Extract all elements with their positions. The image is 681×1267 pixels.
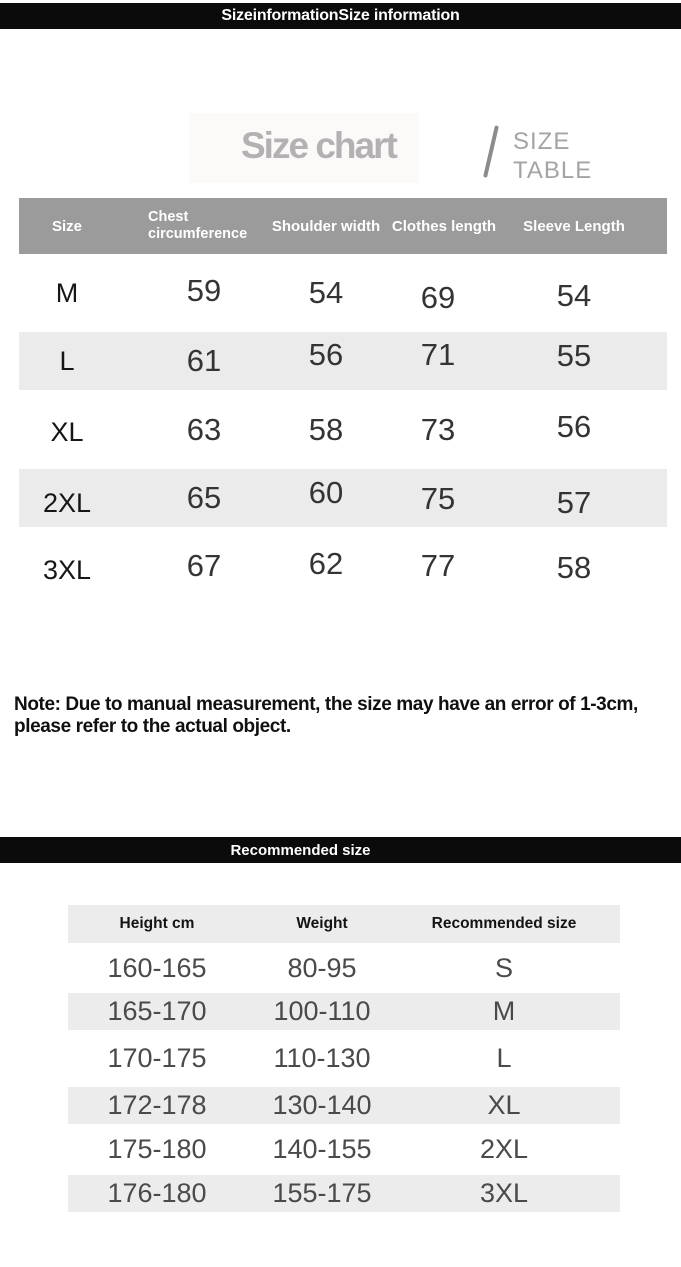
chest-cell: 61 [186,343,222,378]
size-cell: 3XL [42,554,92,585]
measurement-note-line-1: Note: Due to manual measurement, the siz… [14,694,638,715]
recommended-header-height: Height cm [119,915,195,932]
height-cell: 165-170 [107,996,207,1026]
size-cell: L [59,345,75,376]
height-cell: 160-165 [107,952,207,983]
size-table-header-clothes: Clothes length [391,217,497,235]
recommended-size-cell: XL [487,1090,521,1120]
sleeve-cell: 58 [556,550,592,585]
recommended-size-banner-label: Recommended size [230,841,371,859]
recommended-header-weight: Weight [296,915,348,932]
size-table-header-shoulder: Shoulder width [271,217,381,235]
shoulder-cell: 60 [308,475,344,510]
size-table: Size Chest circumference Shoulder width … [19,198,667,605]
recommended-size-cell: M [492,996,516,1026]
weight-cell: 130-140 [272,1090,372,1120]
recommended-size-cell: 2XL [479,1134,529,1164]
chest-cell: 63 [186,411,222,447]
size-table-row: L 61 56 71 55 [19,332,667,390]
weight-cell: 80-95 [287,952,357,983]
chest-cell: 67 [186,548,222,583]
recommended-header-size: Recommended size [431,915,577,932]
recommended-table-row: 160-165 80-95 S [68,943,620,993]
size-table-header-chest: Chest circumference [148,209,248,242]
size-table-subtitle: SIZE TABLE [513,127,592,185]
height-cell: 170-175 [107,1043,207,1073]
chest-cell: 65 [186,480,222,515]
subtitle-line-2: TABLE [513,157,593,184]
slash-divider-icon [483,125,499,178]
recommended-table-row: 175-180 140-155 2XL [68,1124,620,1175]
recommended-size-cell: L [496,1043,512,1073]
clothes-cell: 77 [420,548,456,583]
recommended-size-banner: Recommended size [0,837,681,863]
title-highlight-box [189,113,419,183]
recommended-size-cell: S [494,952,513,983]
measurement-note: Note: Due to manual measurement, the siz… [14,694,638,737]
size-information-banner: SizeinformationSize information [0,3,681,29]
size-table-row: XL 63 58 73 56 [19,390,667,469]
clothes-cell: 75 [420,481,456,516]
chest-cell: 59 [186,273,222,308]
clothes-cell: 71 [420,337,456,372]
height-cell: 176-180 [107,1178,207,1208]
size-table-row: 3XL 67 62 77 58 [19,527,667,605]
shoulder-cell: 62 [308,546,344,581]
weight-cell: 110-130 [273,1043,371,1073]
shoulder-cell: 58 [308,411,344,447]
size-table-header-size: Size [51,217,82,235]
recommended-table-row: 170-175 110-130 L [68,1030,620,1087]
shoulder-cell: 56 [308,337,344,372]
height-cell: 175-180 [107,1134,207,1164]
size-table-header-sleeve: Sleeve Length [523,217,625,235]
size-table-row: 2XL 65 60 75 57 [19,469,667,527]
sleeve-cell: 56 [556,408,592,444]
measurement-note-line-2: please refer to the actual object. [14,715,291,737]
weight-cell: 155-175 [272,1178,372,1208]
size-cell: M [55,277,79,308]
recommended-table-row: 172-178 130-140 XL [68,1087,620,1124]
subtitle-line-1: SIZE [513,128,571,155]
weight-cell: 140-155 [272,1134,372,1164]
recommended-table-row: 176-180 155-175 3XL [68,1175,620,1212]
sleeve-cell: 57 [556,485,592,520]
size-information-banner-label: SizeinformationSize information [221,7,460,24]
size-cell: XL [50,417,84,447]
size-chart-title: Size chart [241,125,398,166]
height-cell: 172-178 [107,1090,207,1120]
sleeve-cell: 55 [556,338,592,373]
size-table-row: M 59 54 69 54 [19,254,667,332]
size-cell: 2XL [42,487,92,518]
recommended-size-cell: 3XL [479,1178,529,1208]
clothes-cell: 69 [420,280,456,315]
recommended-table-header-row: Height cm Weight Recommended size [68,905,620,943]
shoulder-cell: 54 [308,275,344,310]
sleeve-cell: 54 [556,278,592,313]
recommended-size-table: Height cm Weight Recommended size 160-16… [68,905,620,1212]
weight-cell: 100-110 [273,996,371,1026]
recommended-table-row: 165-170 100-110 M [68,993,620,1030]
clothes-cell: 73 [420,411,456,447]
size-table-header-row: Size Chest circumference Shoulder width … [19,198,667,254]
